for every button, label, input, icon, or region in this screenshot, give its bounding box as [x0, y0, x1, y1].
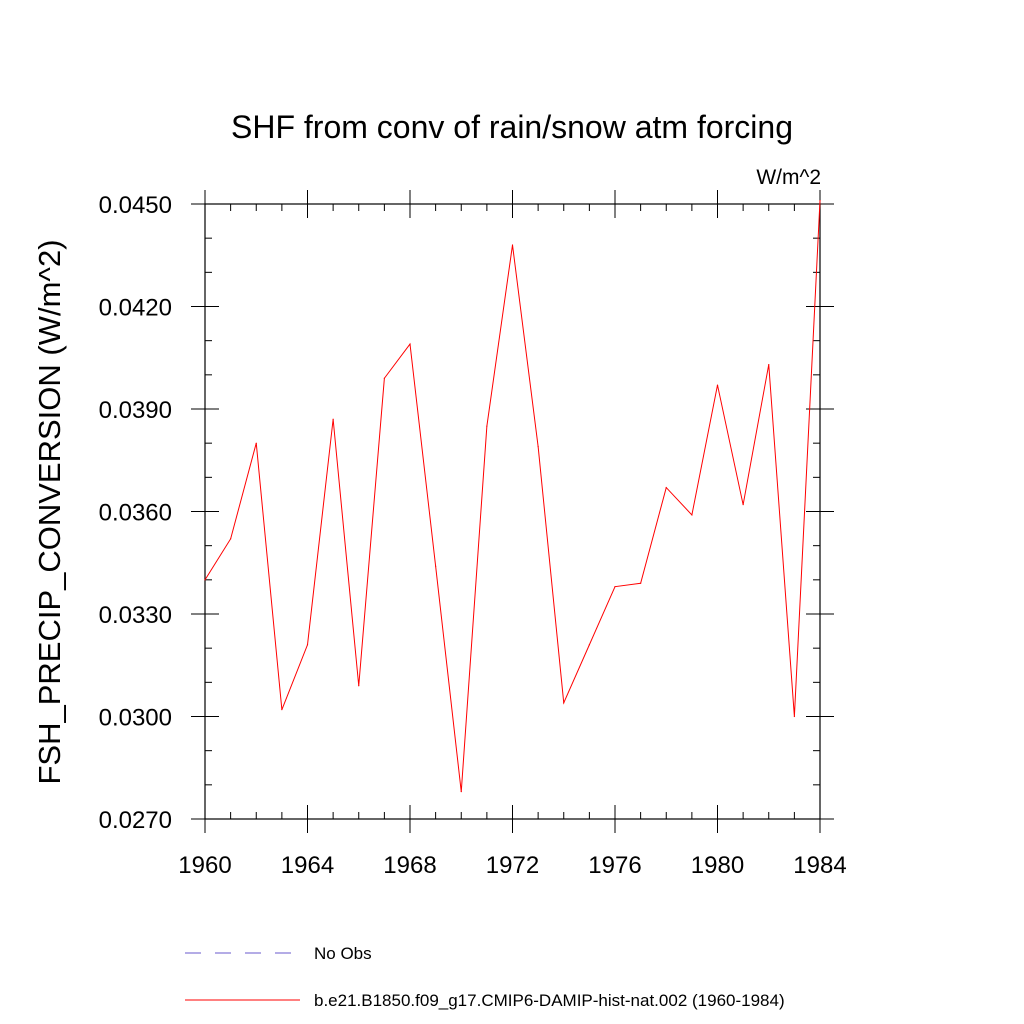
y-tick-label: 0.0330 [99, 602, 172, 629]
axis-tick-labels: 1960 1964 1968 1972 1976 1980 1984 0.0270 0.0300… [99, 192, 847, 879]
data-point [819, 199, 821, 202]
data-point [793, 715, 795, 718]
chart-title: SHF from conv of rain/snow atm forcing [231, 109, 793, 145]
y-tick-label: 0.0450 [99, 192, 172, 219]
data-point [563, 702, 565, 704]
x-tick-label: 1980 [691, 852, 744, 879]
data-point [742, 504, 744, 506]
x-tick-label: 1972 [486, 852, 539, 879]
y-tick-label: 0.0300 [99, 705, 172, 732]
plot-frame [204, 203, 821, 820]
data-point [640, 582, 642, 584]
data-series [204, 199, 821, 793]
data-point [486, 425, 488, 427]
y-axis-label: FSH_PRECIP_CONVERSION (W/m^2) [32, 239, 67, 784]
x-tick-label: 1960 [178, 852, 231, 879]
data-point [716, 384, 719, 386]
data-point [332, 418, 334, 420]
data-point [665, 486, 667, 489]
data-point [204, 579, 206, 581]
data-point [435, 565, 437, 567]
x-tick-label: 1968 [383, 852, 436, 879]
data-point [383, 377, 385, 379]
data-point [409, 343, 411, 345]
legend-label-model-run: b.e21.B1850.f09_g17.CMIP6-DAMIP-hist-nat… [314, 991, 785, 1010]
data-point [511, 244, 514, 246]
legend: No Obs b.e21.B1850.f09_g17.CMIP6-DAMIP-h… [185, 944, 785, 1010]
data-point [306, 644, 309, 646]
legend-label-no-obs: No Obs [314, 944, 372, 963]
data-point [358, 685, 360, 687]
data-point [255, 442, 257, 444]
data-point [281, 709, 283, 711]
data-point [230, 538, 232, 540]
data-point [460, 791, 462, 793]
data-point [537, 445, 539, 448]
y-tick-label: 0.0390 [99, 397, 172, 424]
y-tick-label: 0.0270 [99, 807, 172, 834]
data-point [768, 363, 770, 366]
y-tick-label: 0.0420 [99, 295, 172, 322]
data-point [614, 586, 616, 588]
series-line [204, 200, 821, 792]
x-tick-label: 1984 [793, 852, 846, 879]
y-tick-label: 0.0360 [99, 500, 172, 527]
axis-ticks [191, 190, 834, 833]
units-label: W/m^2 [756, 166, 821, 189]
x-tick-label: 1976 [588, 852, 641, 879]
x-tick-label: 1964 [281, 852, 334, 879]
data-point [588, 644, 590, 646]
data-point [691, 514, 693, 516]
